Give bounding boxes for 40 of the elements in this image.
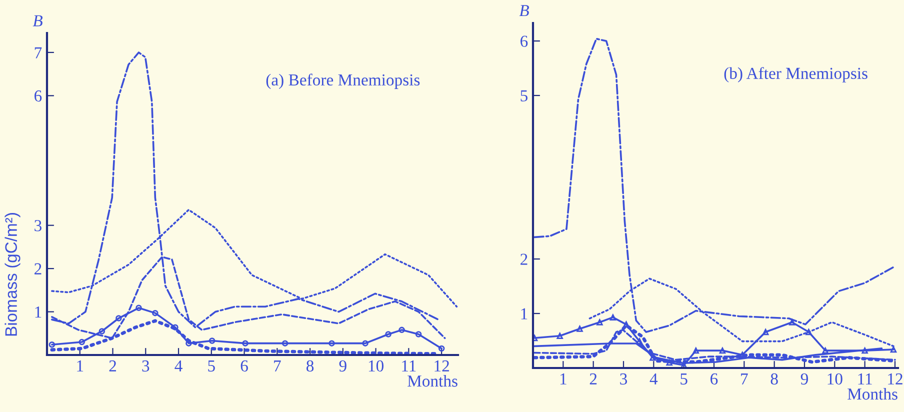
x-tick-label: 9 xyxy=(339,360,346,372)
x-tick-label: 6 xyxy=(710,373,718,385)
x-tick-label: 2 xyxy=(109,360,116,372)
x-axis-title: Months xyxy=(848,388,898,400)
y-tick-label: 2 xyxy=(34,263,42,274)
y-tick-label: 1 xyxy=(521,308,528,320)
x-tick-label: 11 xyxy=(858,373,872,384)
x-tick-label: 6 xyxy=(240,360,248,372)
x-tick-label: 1 xyxy=(560,373,566,384)
y-tick-label: 3 xyxy=(34,220,42,232)
text: B xyxy=(32,15,43,26)
y-tick-label: 6 xyxy=(520,36,528,47)
x-tick-label: 8 xyxy=(306,360,314,372)
x-tick-label: 10 xyxy=(828,373,842,385)
x-tick-label: 2 xyxy=(590,373,597,384)
text: B xyxy=(519,5,529,16)
x-tick-label: 7 xyxy=(741,374,748,384)
x-tick-label: 5 xyxy=(680,374,688,385)
x-tick-label: 1 xyxy=(77,360,84,372)
x-tick-label: 4 xyxy=(650,373,658,384)
x-tick-label: 9 xyxy=(800,373,808,385)
y-tick-label: 5 xyxy=(520,90,528,102)
y-tick-label: 2 xyxy=(520,254,528,265)
x-axis-title: Months xyxy=(408,374,458,387)
text: (a) Before Mnemiopsis xyxy=(266,74,420,89)
x-tick-label: 12 xyxy=(888,373,902,384)
y-axis-title: Biomass (gC/m²) xyxy=(4,213,20,336)
y-tick-label: 6 xyxy=(34,90,42,102)
y-tick-label: 7 xyxy=(34,47,42,58)
x-tick-label: 11 xyxy=(402,360,416,372)
text: (b) After Mnemiopsis xyxy=(724,67,868,82)
x-tick-label: 5 xyxy=(208,360,215,372)
x-tick-label: 12 xyxy=(434,360,449,372)
x-tick-label: 4 xyxy=(174,360,182,372)
y-tick-label: 1 xyxy=(35,306,42,318)
x-tick-label: 10 xyxy=(368,360,384,372)
x-tick-label: 3 xyxy=(620,373,628,385)
x-tick-label: 8 xyxy=(770,373,778,385)
x-tick-label: 3 xyxy=(142,360,150,372)
x-tick-label: 7 xyxy=(274,360,281,372)
